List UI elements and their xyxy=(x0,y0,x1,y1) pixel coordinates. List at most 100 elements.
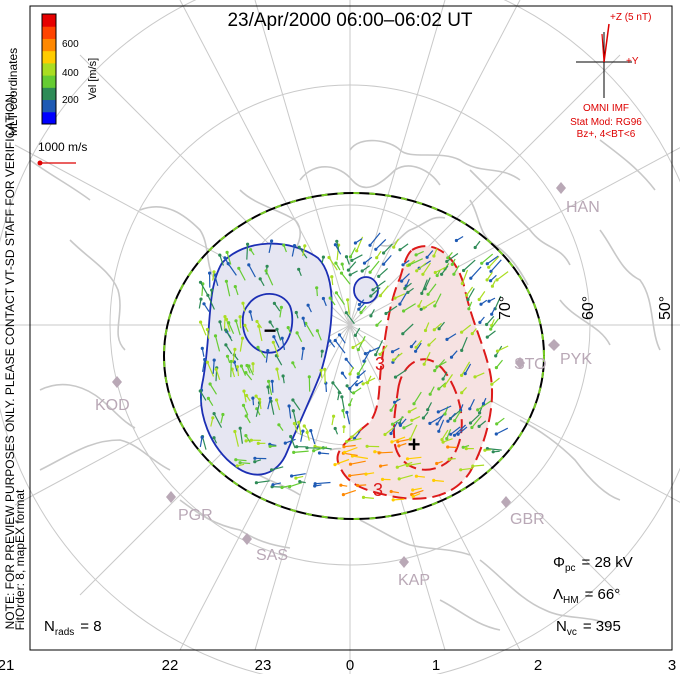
velocity-vector-origin xyxy=(414,349,418,353)
velocity-vector-origin xyxy=(471,464,475,468)
velocity-vector-origin xyxy=(356,372,360,376)
velocity-vector xyxy=(438,405,452,413)
velocity-vector xyxy=(345,312,355,325)
latitude-label-50: 50° xyxy=(657,296,674,320)
velocity-vector-origin xyxy=(350,258,354,262)
coastline xyxy=(599,229,661,351)
velocity-vector-origin xyxy=(349,435,354,439)
fit-order-note: FitOrder: 8, mapEX format xyxy=(13,489,27,630)
velocity-vector-origin xyxy=(364,472,368,476)
velocity-vector xyxy=(487,448,502,451)
velocity-vector-origin xyxy=(437,429,441,433)
velocity-vector-origin xyxy=(432,328,436,332)
station-marker xyxy=(166,491,176,503)
velocity-vector-origin xyxy=(320,349,324,353)
velocity-vector-origin xyxy=(315,329,319,333)
velocity-vector-origin xyxy=(406,290,410,294)
velocity-vector xyxy=(213,413,223,428)
velocity-vector-origin xyxy=(315,286,319,290)
velocity-vector-origin xyxy=(433,369,437,373)
velocity-vector-origin xyxy=(218,253,222,257)
velocity-vector xyxy=(206,361,215,377)
hm-boundary-latitude: ΛHM = 66° xyxy=(553,586,620,606)
velocity-vector-origin xyxy=(466,297,470,302)
velocity-vector-origin xyxy=(485,262,489,266)
negative-potential-inner-contour xyxy=(241,292,294,354)
velocity-vector-origin xyxy=(348,273,352,277)
velocity-vector-origin xyxy=(348,462,353,466)
velocity-vector-origin xyxy=(389,431,393,436)
velocity-vector-origin xyxy=(333,426,337,431)
velocity-vector xyxy=(453,265,460,275)
velocity-vector xyxy=(375,238,387,250)
velocity-vector-origin xyxy=(334,291,338,295)
velocity-vector-origin xyxy=(393,400,397,404)
velocity-vector-origin xyxy=(205,360,209,364)
velocity-vector xyxy=(315,481,331,485)
velocity-vector-origin xyxy=(266,385,270,389)
velocity-vector-origin xyxy=(351,345,355,350)
station-label: KAP xyxy=(398,572,430,589)
velocity-vector xyxy=(301,348,304,361)
velocity-vector-origin xyxy=(267,379,271,383)
velocity-vector-origin xyxy=(480,261,484,265)
velocity-vector xyxy=(467,288,475,300)
velocity-vector xyxy=(232,349,236,363)
velocity-vector xyxy=(291,245,296,257)
velocity-vector-origin xyxy=(359,310,363,315)
velocity-vector-origin xyxy=(346,298,350,302)
velocity-vector-origin xyxy=(489,279,493,283)
velocity-vector xyxy=(461,361,471,376)
velocity-vector-origin xyxy=(445,259,449,264)
velocity-vector-origin xyxy=(435,365,439,369)
velocity-vector xyxy=(272,342,280,358)
station-marker xyxy=(556,182,566,194)
velocity-vector xyxy=(397,438,409,443)
colorbar-band xyxy=(42,111,56,125)
velocity-vector-origin xyxy=(312,449,316,453)
velocity-vector xyxy=(290,436,296,449)
velocity-vector xyxy=(461,324,472,333)
velocity-vector-origin xyxy=(281,374,285,378)
velocity-vector-origin xyxy=(377,451,381,455)
velocity-vector-origin xyxy=(290,474,294,478)
velocity-vector-origin xyxy=(452,272,456,276)
velocity-vector xyxy=(391,436,406,443)
coastline xyxy=(379,216,446,247)
velocity-vector xyxy=(433,322,442,331)
velocity-vector-origin xyxy=(384,311,388,316)
velocity-vector-origin xyxy=(375,256,379,260)
velocity-vector-origin xyxy=(417,304,421,308)
velocity-vector-origin xyxy=(264,269,268,273)
velocity-vector xyxy=(324,369,326,384)
velocity-vector-origin xyxy=(420,291,424,295)
velocity-vector-origin xyxy=(443,412,447,416)
coastlines xyxy=(29,139,661,631)
nvc-subscript: vc xyxy=(567,627,577,638)
imf-vector xyxy=(601,33,605,63)
radar-count: Nrads = 8 xyxy=(44,618,102,638)
velocity-vector-origin xyxy=(414,474,418,478)
velocity-vector-origin xyxy=(238,315,242,319)
velocity-vector-origin xyxy=(206,396,210,400)
velocity-vector xyxy=(226,252,232,265)
colorbar-tick: 400 xyxy=(62,68,79,79)
velocity-vector xyxy=(228,322,235,335)
velocity-vector xyxy=(275,355,283,366)
velocity-vector-origin xyxy=(346,268,350,272)
velocity-vector-origin xyxy=(234,319,238,323)
velocity-vector-origin xyxy=(357,302,361,307)
velocity-vector xyxy=(403,303,416,312)
velocity-vector-origin xyxy=(205,327,209,332)
imf-vector xyxy=(603,23,610,63)
velocity-vector-origin xyxy=(446,419,450,423)
latitude-label-70: 70° xyxy=(497,296,514,320)
velocity-vector xyxy=(268,240,273,254)
velocity-vector-origin xyxy=(327,255,331,260)
velocity-vector-origin xyxy=(485,278,489,282)
velocity-vector-origin xyxy=(393,296,397,300)
velocity-vector xyxy=(478,291,486,300)
colorbar-band xyxy=(42,75,56,88)
mlt-tick-label: 23 xyxy=(255,657,272,674)
velocity-vector-origin xyxy=(435,461,439,466)
